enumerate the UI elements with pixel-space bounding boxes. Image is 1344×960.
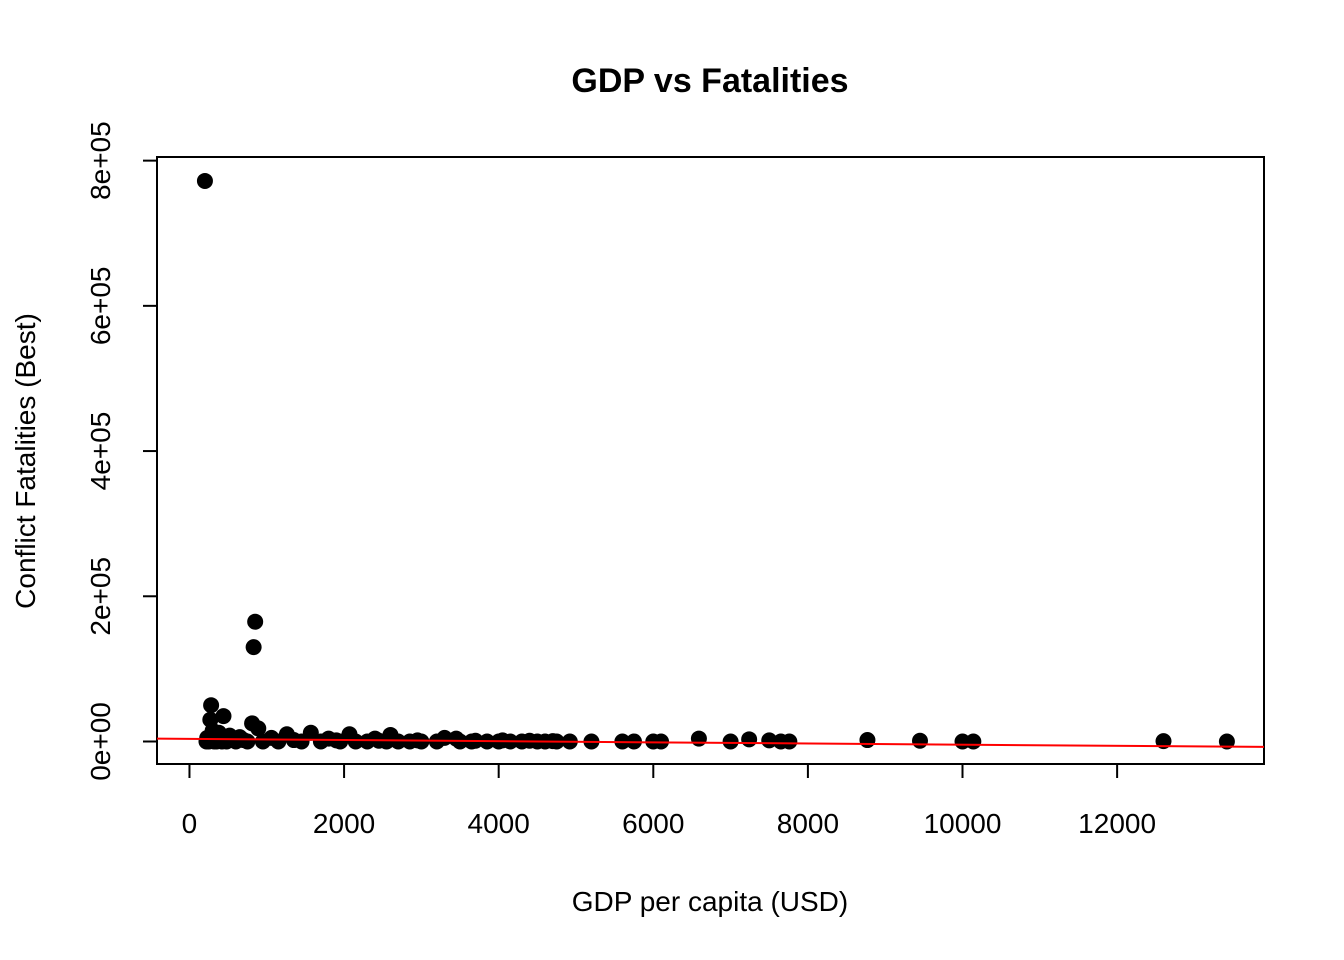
x-axis-label: GDP per capita (USD) (572, 886, 848, 917)
y-tick-label: 2e+05 (85, 557, 116, 636)
x-tick-label: 0 (182, 808, 198, 839)
chart-title: GDP vs Fatalities (571, 62, 848, 100)
x-tick-label: 10000 (924, 808, 1002, 839)
data-point (215, 708, 232, 725)
data-point (270, 733, 287, 750)
data-point (859, 732, 876, 749)
data-point (390, 733, 407, 750)
data-point (203, 697, 220, 714)
x-tick-label: 6000 (622, 808, 684, 839)
data-point (965, 733, 982, 750)
data-point (1155, 733, 1172, 750)
y-tick-label: 6e+05 (85, 267, 116, 346)
data-point (781, 733, 798, 750)
data-point (347, 733, 364, 750)
data-point (359, 733, 376, 750)
data-point (911, 732, 928, 749)
data-point (247, 613, 264, 630)
y-tick-label: 8e+05 (85, 121, 116, 200)
x-tick-label: 4000 (468, 808, 530, 839)
data-point (250, 720, 267, 737)
trend-line (156, 737, 1265, 748)
y-tick-label: 4e+05 (85, 412, 116, 491)
data-point (196, 172, 213, 189)
data-point (690, 730, 707, 747)
x-axis: 0 2000 4000 6000 8000 10000 12000 (182, 763, 1156, 839)
x-tick-label: 8000 (777, 808, 839, 839)
data-point (741, 731, 758, 748)
data-point (245, 639, 262, 656)
y-axis: 0e+00 2e+05 4e+05 6e+05 8e+05 (85, 121, 158, 781)
x-tick-label: 2000 (313, 808, 375, 839)
data-point (722, 733, 739, 750)
data-point (1218, 733, 1235, 750)
y-tick-label: 0e+00 (85, 702, 116, 781)
data-point (254, 733, 271, 750)
data-points (196, 172, 1235, 750)
trend-line-group (156, 737, 1265, 748)
plot-frame (156, 156, 1265, 765)
y-axis-label: Conflict Fatalities (Best) (10, 313, 41, 609)
data-point (761, 732, 778, 749)
data-point (312, 733, 329, 750)
x-tick-label: 12000 (1078, 808, 1156, 839)
